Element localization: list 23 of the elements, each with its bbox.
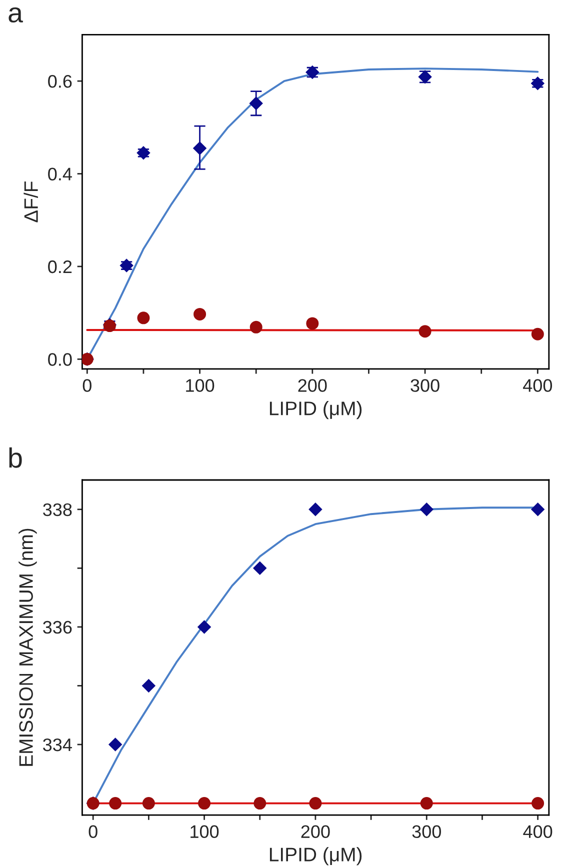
chart-title: b [9,447,22,468]
x-tick-label: 400 [523,379,552,392]
y-axis-title: ΔF/F [24,182,38,222]
y-tick-label: 336 [43,620,72,634]
x-tick-label: 100 [190,825,219,838]
y-tick-label: 0.0 [48,353,72,366]
x-tick-label: 200 [298,379,327,392]
x-tick-label: 300 [410,379,440,392]
x-tick-label: 0 [82,379,92,392]
x-tick-label: 100 [186,379,214,392]
y-tick-label: 0.4 [48,168,72,180]
y-tick-label: 334 [43,738,72,752]
x-tick-label: 400 [523,825,552,838]
y-tick-label: 0.6 [48,75,72,88]
x-tick-label: 300 [412,825,441,838]
x-tick-label: 200 [301,825,330,838]
x-axis-title: LIPID (μM) [270,401,362,420]
x-tick-label: 0 [88,825,98,838]
chart-title: a [8,7,23,23]
y-tick-label: 338 [43,503,72,516]
y-tick-label: 0.2 [48,260,72,274]
y-axis-title: EMISSION MAXIMUM (nm) [18,528,37,766]
x-axis-title: LIPID (μM) [270,847,362,866]
